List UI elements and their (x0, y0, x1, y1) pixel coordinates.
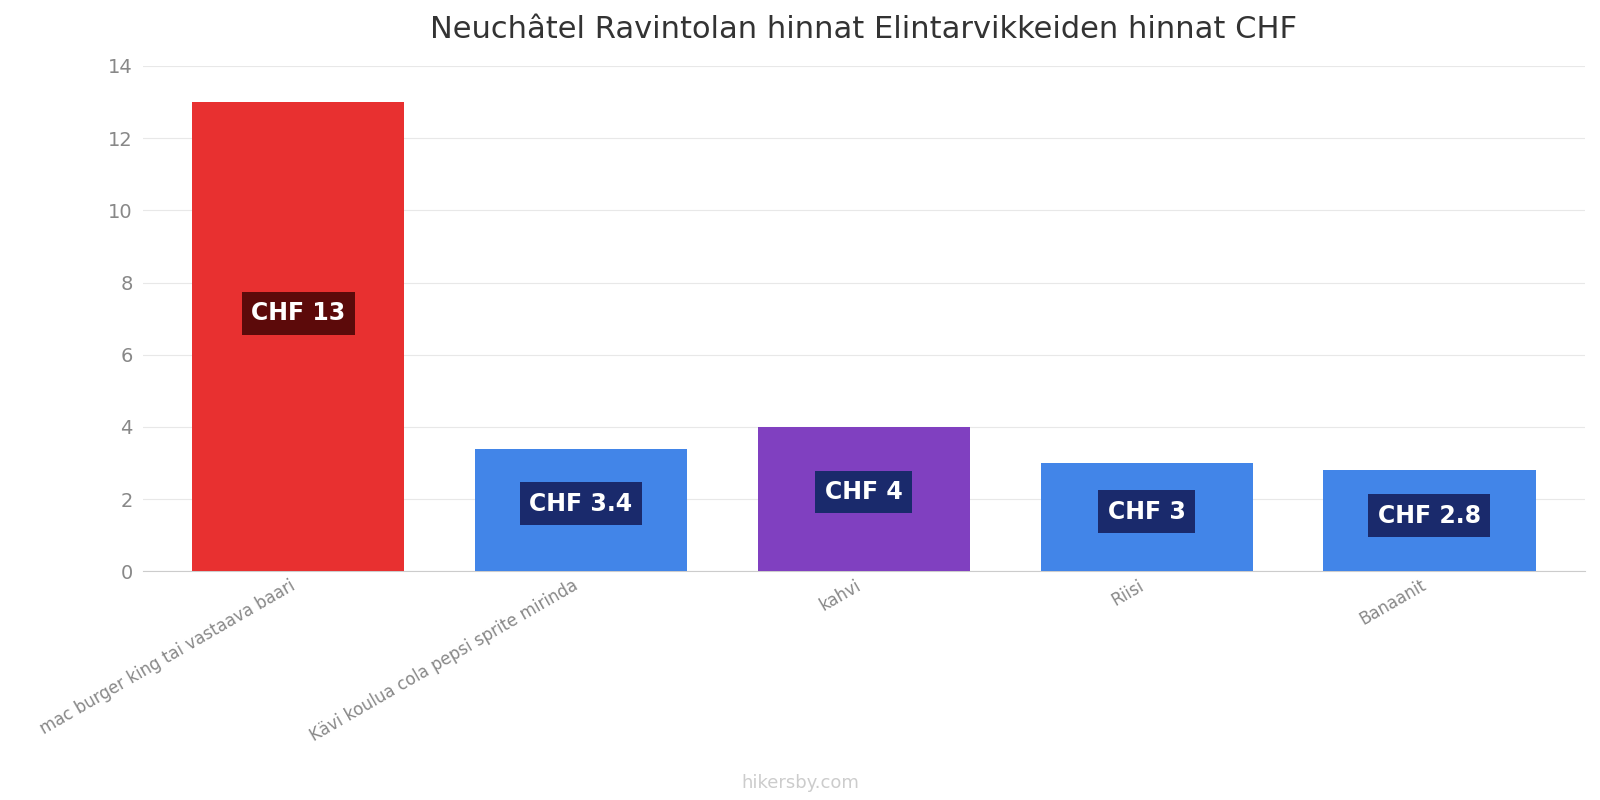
Bar (192, 102, 405, 571)
Text: CHF 3: CHF 3 (1107, 500, 1186, 524)
Bar (1040, 463, 1253, 571)
Bar (758, 427, 970, 571)
Text: CHF 13: CHF 13 (251, 302, 346, 326)
Text: CHF 3.4: CHF 3.4 (530, 492, 632, 516)
Text: CHF 2.8: CHF 2.8 (1378, 504, 1482, 528)
Bar (1323, 470, 1536, 571)
Bar (475, 449, 686, 571)
Title: Neuchâtel Ravintolan hinnat Elintarvikkeiden hinnat CHF: Neuchâtel Ravintolan hinnat Elintarvikke… (430, 15, 1298, 44)
Text: hikersby.com: hikersby.com (741, 774, 859, 792)
Text: CHF 4: CHF 4 (826, 480, 902, 504)
